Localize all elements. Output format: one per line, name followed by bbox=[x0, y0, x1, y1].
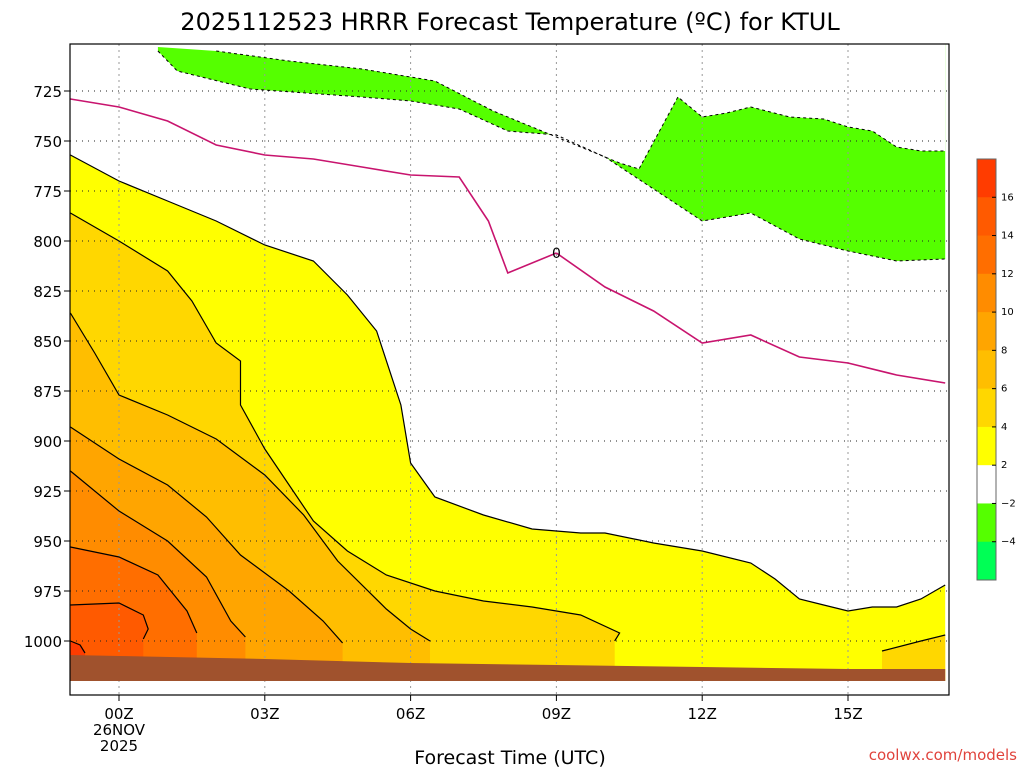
isotherm-0-3 bbox=[555, 252, 946, 384]
isotherm-6-7 bbox=[70, 312, 431, 642]
y-tick-label-775: 775 bbox=[33, 183, 62, 201]
y-tick-label-825: 825 bbox=[33, 283, 62, 301]
colorbar-swatch-8 bbox=[977, 312, 996, 351]
colorbar-swatch--2 bbox=[977, 465, 996, 504]
isotherm-2-4 bbox=[70, 154, 946, 612]
y-tick-label-925: 925 bbox=[33, 483, 62, 501]
gridlines bbox=[70, 44, 949, 695]
temperature-fill-layer bbox=[70, 44, 946, 681]
colorbar-swatch--4 bbox=[977, 503, 996, 543]
colorbar-tick-label-3: 10 bbox=[1001, 307, 1014, 318]
colorbar-swatch-10 bbox=[977, 273, 996, 313]
isotherm-2-5 bbox=[881, 634, 946, 652]
x-axis-label: Forecast Time (UTC) bbox=[414, 747, 605, 768]
isotherm-16-12 bbox=[70, 640, 86, 654]
x-tick-date-line2: 2025 bbox=[100, 737, 138, 755]
colorbar-swatch-12 bbox=[977, 235, 996, 275]
y-tick-label-800: 800 bbox=[33, 233, 62, 251]
x-tick-label-03Z: 03Z bbox=[250, 705, 279, 723]
band-minus2-fill bbox=[114, 44, 946, 169]
colorbar-tick-label-4: 8 bbox=[1001, 345, 1007, 356]
colorbar-tick-label-6: 4 bbox=[1001, 422, 1007, 433]
y-tick-label-975: 975 bbox=[33, 583, 62, 601]
chart-title: 2025112523 HRRR Forecast Temperature (ºC… bbox=[180, 8, 840, 36]
colorbar-tick-label-8: −2 bbox=[1001, 498, 1016, 509]
isotherm-0-label: 0 bbox=[552, 246, 561, 262]
isotherm-0-2 bbox=[70, 98, 557, 275]
x-tick-date-line1: 26NOV bbox=[93, 721, 146, 739]
colorbar-swatch-16 bbox=[977, 159, 996, 198]
colorbar-frame bbox=[976, 158, 997, 581]
isotherm-10-9 bbox=[70, 470, 246, 638]
ground-layer bbox=[70, 655, 946, 681]
colorbar-swatch-2 bbox=[977, 426, 996, 466]
y-tick-label-1000: 1000 bbox=[24, 633, 62, 651]
colorbar-swatch-14 bbox=[977, 197, 996, 237]
y-tick-label-850: 850 bbox=[33, 333, 62, 351]
x-tick-label-12Z: 12Z bbox=[688, 705, 717, 723]
x-tick-label-15Z: 15Z bbox=[833, 705, 862, 723]
plot-frame bbox=[69, 43, 950, 696]
isotherm--2-0 bbox=[157, 50, 946, 262]
axes: 725 750 775 800 825 850 875 900 925 950 975 1000 00Z… bbox=[24, 83, 863, 755]
x-tick-label-09Z: 09Z bbox=[542, 705, 571, 723]
isotherm-14-11 bbox=[70, 602, 149, 640]
colorbar-tick-label-2: 12 bbox=[1001, 269, 1014, 280]
colorbar-tick-label-5: 6 bbox=[1001, 384, 1007, 395]
colorbar-swatch-6 bbox=[977, 350, 996, 390]
colorbar-tick-label-9: −4 bbox=[1001, 537, 1016, 548]
y-tick-label-950: 950 bbox=[33, 533, 62, 551]
isotherm-8-8 bbox=[70, 426, 344, 644]
colorbar-swatch-4 bbox=[977, 388, 996, 428]
ground-surface bbox=[70, 655, 946, 681]
y-tick-label-900: 900 bbox=[33, 433, 62, 451]
isotherm-4-6 bbox=[70, 212, 621, 642]
colorbar-tick-label-0: 16 bbox=[1001, 192, 1014, 203]
colorbar-swatch--6 bbox=[977, 541, 996, 581]
y-tick-label-750: 750 bbox=[33, 133, 62, 151]
y-tick-label-725: 725 bbox=[33, 83, 62, 101]
colorbar-tick-label-1: 14 bbox=[1001, 231, 1014, 242]
isotherm-12-10 bbox=[70, 546, 198, 634]
credit-text: coolwx.com/models bbox=[869, 746, 1017, 764]
colorbar: 16 14 12 10 8 6 4 2 −2 −4 bbox=[976, 158, 1016, 581]
x-tick-label-06Z: 06Z bbox=[396, 705, 425, 723]
y-tick-label-875: 875 bbox=[33, 383, 62, 401]
x-tick-label-00Z: 00Z bbox=[104, 705, 133, 723]
colorbar-tick-label-7: 2 bbox=[1001, 460, 1007, 471]
isotherm-lines: 0 bbox=[70, 50, 946, 654]
